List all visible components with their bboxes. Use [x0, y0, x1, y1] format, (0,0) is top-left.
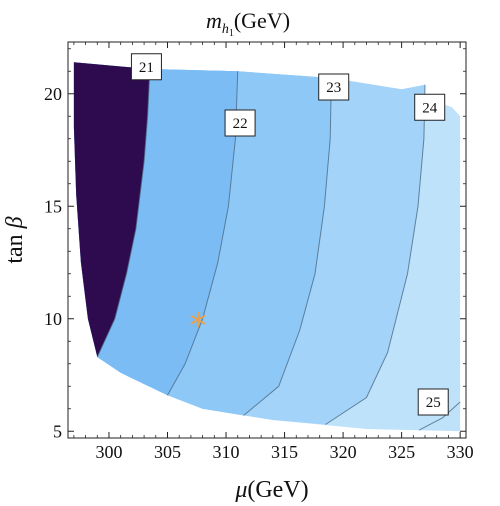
x-tick-label: 325: [388, 442, 415, 462]
x-axis-unit: (GeV): [247, 477, 308, 503]
title-subsub: 1: [229, 28, 234, 39]
title-unit: (GeV): [234, 8, 290, 33]
contour-line-24: [325, 84, 426, 425]
y-tick-label: 20: [44, 84, 62, 104]
contour-label-24: 24: [422, 100, 438, 116]
y-tick-label: 10: [44, 309, 62, 329]
x-axis-label: μ(GeV): [234, 477, 308, 503]
title-sub: h: [222, 22, 229, 37]
contour-line-21: [96, 68, 151, 358]
contour-label-box-24: [414, 93, 446, 121]
contour-label-box-23: [318, 73, 350, 101]
x-tick-label: 315: [271, 442, 298, 462]
contour-label-box-25: [417, 388, 449, 416]
contour-line-23: [243, 77, 332, 416]
y-tick-label: 15: [44, 196, 62, 216]
region-21: [73, 62, 150, 358]
contour-line-25: [418, 401, 461, 431]
x-tick-label: 300: [95, 442, 122, 462]
x-tick-label: 310: [213, 442, 240, 462]
contour-label-22: 22: [233, 116, 248, 132]
chart-title: mh1(GeV): [206, 8, 290, 39]
x-tick-label: 305: [154, 442, 181, 462]
contour-label-25: 25: [426, 395, 441, 411]
contour-line-22: [167, 71, 239, 396]
contour-label-23: 23: [326, 80, 341, 96]
y-tick-label: 5: [53, 421, 62, 441]
x-tick-label: 320: [330, 442, 357, 462]
y-axis-sym: β: [2, 216, 28, 229]
contour-label-box-22: [224, 109, 256, 137]
plot-area: 300 305 310 315 320 325 330 5 10 15 20 21 22 23 24 25 *: [44, 41, 474, 462]
asterisk-marker: *: [189, 306, 206, 346]
title-var: m: [206, 8, 222, 33]
x-tick-label: 330: [447, 442, 474, 462]
x-axis-var: μ: [234, 477, 247, 503]
y-axis-var: tan: [2, 234, 28, 263]
contour-label-21: 21: [139, 60, 154, 76]
plot-frame: [67, 41, 467, 439]
y-axis-label: tan β: [2, 216, 28, 263]
contour-label-box-21: [130, 53, 162, 81]
